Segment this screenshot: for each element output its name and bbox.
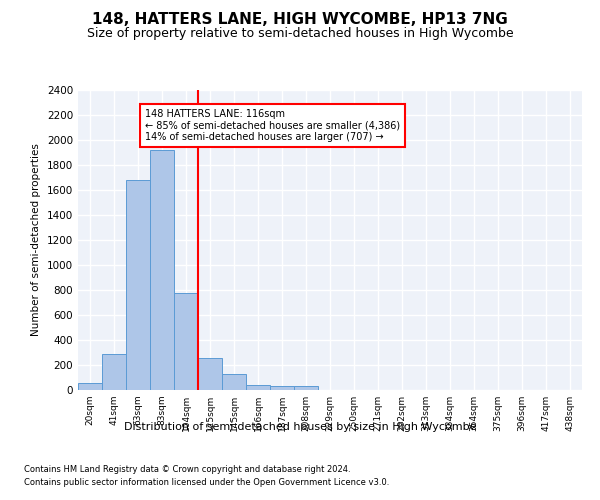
Text: Size of property relative to semi-detached houses in High Wycombe: Size of property relative to semi-detach… xyxy=(86,28,514,40)
Text: 148, HATTERS LANE, HIGH WYCOMBE, HP13 7NG: 148, HATTERS LANE, HIGH WYCOMBE, HP13 7N… xyxy=(92,12,508,28)
Bar xyxy=(294,386,318,390)
Bar xyxy=(150,150,174,390)
Bar xyxy=(78,382,102,390)
Bar xyxy=(222,374,246,390)
Text: Distribution of semi-detached houses by size in High Wycombe: Distribution of semi-detached houses by … xyxy=(124,422,476,432)
Text: 148 HATTERS LANE: 116sqm
← 85% of semi-detached houses are smaller (4,386)
14% o: 148 HATTERS LANE: 116sqm ← 85% of semi-d… xyxy=(145,109,400,142)
Bar xyxy=(270,386,294,390)
Bar xyxy=(102,354,126,390)
Bar xyxy=(126,180,150,390)
Y-axis label: Number of semi-detached properties: Number of semi-detached properties xyxy=(31,144,41,336)
Bar xyxy=(246,385,270,390)
Text: Contains HM Land Registry data © Crown copyright and database right 2024.: Contains HM Land Registry data © Crown c… xyxy=(24,466,350,474)
Text: Contains public sector information licensed under the Open Government Licence v3: Contains public sector information licen… xyxy=(24,478,389,487)
Bar xyxy=(198,358,222,390)
Bar xyxy=(174,292,198,390)
